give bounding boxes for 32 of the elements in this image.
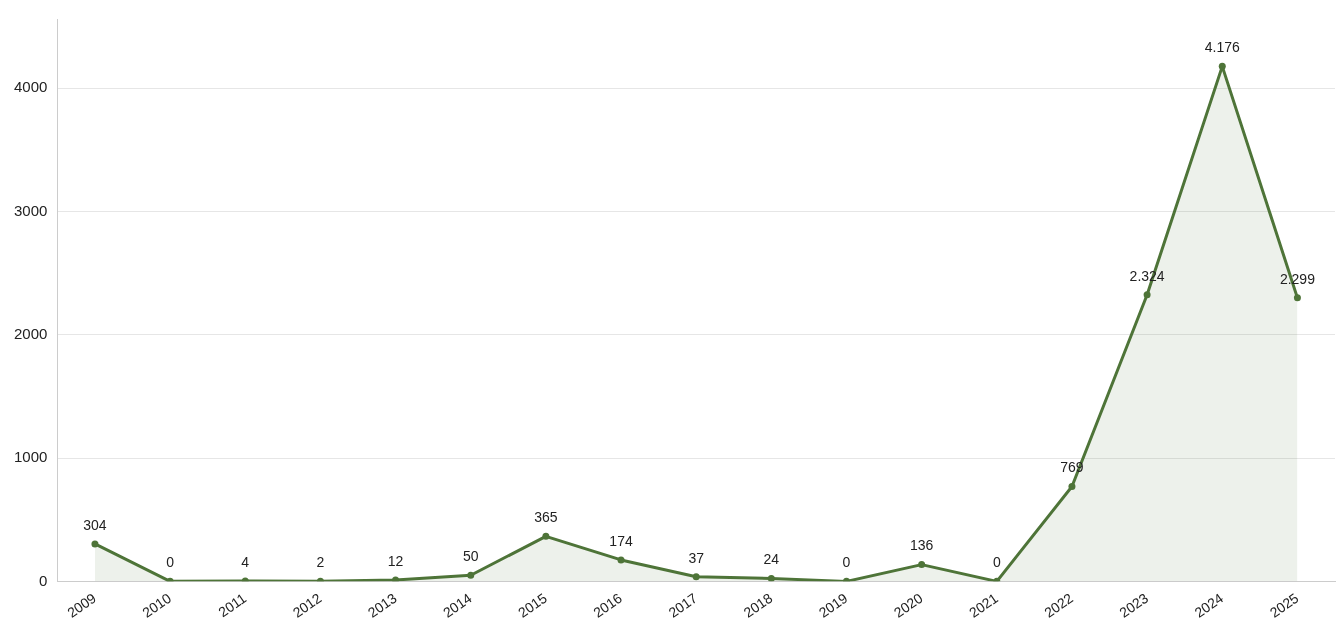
point [1143,291,1151,299]
point [392,576,400,582]
x-tick-label: 2011 [215,589,250,621]
data-label: 0 [842,554,851,571]
y-tick-label: 1000 [13,448,48,466]
y-tick-label: 3000 [13,201,48,219]
data-label: 4 [241,553,250,570]
point [542,532,550,540]
point [1068,483,1076,491]
data-label: 2 [316,553,325,570]
point [617,556,625,564]
point [767,574,775,582]
data-label: 304 [83,516,107,533]
data-label: 365 [534,509,558,526]
data-label: 37 [688,549,705,566]
y-tick-label: 2000 [13,324,48,342]
data-label: 4.176 [1204,39,1240,56]
data-label: 136 [909,537,934,554]
data-label: 0 [166,554,175,571]
point [467,571,475,579]
point [1293,294,1301,302]
point [918,561,926,569]
y-tick-label: 0 [39,571,48,589]
data-label: 0 [992,554,1001,571]
point [1218,62,1226,70]
point [692,573,700,581]
data-label: 174 [609,532,633,549]
data-label: 24 [763,551,780,568]
point [91,540,99,548]
data-label: 50 [462,548,479,565]
y-tick-label: 4000 [13,78,48,96]
data-label: 12 [387,552,404,569]
